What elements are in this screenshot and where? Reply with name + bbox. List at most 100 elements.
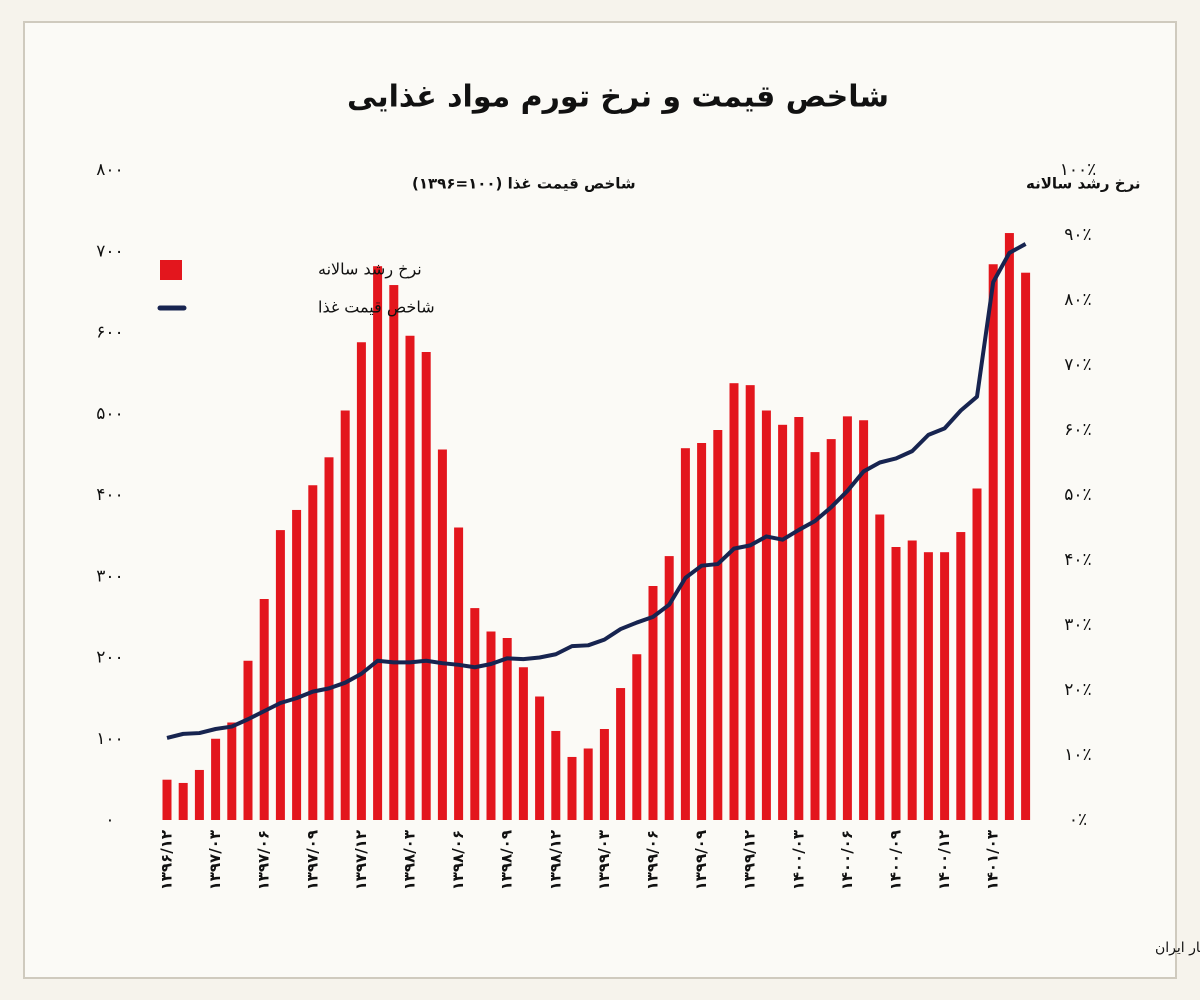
bar [502,638,512,820]
y2-tick-label: ۸۰٪ [1064,290,1091,310]
y-axis-title: شاخص قیمت غذا (۱۰۰=۱۳۹۶) [412,175,636,193]
x-tick-label: ۱۳۹۹/۰۹ [692,830,710,890]
y2-tick-label: ۹۰٪ [1064,225,1091,245]
bar [470,608,480,820]
bar [421,352,431,820]
bar [826,439,836,820]
bar [194,769,204,820]
y-tick-label: ۸۰۰ [96,160,123,180]
bar [972,488,982,820]
bar [761,410,771,820]
y-tick-label: ۰ [105,810,114,830]
line [166,242,1027,740]
x-tick-label: ۱۴۰۰/۰۳ [789,830,807,890]
x-tick-label: ۱۳۹۸/۰۳ [401,830,419,890]
bar [729,383,739,820]
bar [178,782,188,820]
bar [340,410,350,820]
bar [875,514,885,820]
bar [778,424,788,820]
y2-axis-title: نرخ رشد سالانه [1026,175,1141,193]
bar [518,667,528,820]
y-tick-label: ۵۰۰ [96,404,123,424]
bar [680,448,690,820]
x-tick-label: ۱۴۰۱/۰۳ [984,830,1002,890]
bar [211,738,221,820]
legend-label: شاخص قیمت غذا [318,298,435,318]
chart-title: شاخص قیمت و نرخ تورم مواد غذایی [347,80,889,115]
bar [405,335,415,820]
bar [664,556,674,820]
bar [891,547,901,820]
x-tick-label: ۱۳۹۸/۰۶ [449,830,467,890]
bar [243,660,253,820]
x-tick-label: ۱۳۹۷/۰۶ [255,830,273,890]
x-tick-label: ۱۳۹۹/۰۶ [644,830,662,890]
bar [988,264,998,820]
x-tick-label: ۱۳۹۷/۱۲ [352,830,370,890]
bar [373,266,383,820]
bar [713,430,723,820]
x-tick-label: ۱۳۹۹/۱۲ [741,830,759,890]
bar [389,285,399,820]
bar [940,552,950,820]
y2-tick-label: ۷۰٪ [1064,355,1091,375]
bar [745,385,755,820]
x-tick-label: ۱۳۹۶/۱۲ [158,830,176,890]
bar [551,730,561,820]
bar [454,527,464,820]
x-tick-label: ۱۳۹۷/۰۳ [206,830,224,890]
bar [324,457,334,820]
bar [308,485,318,820]
y2-tick-label: ۶۰٪ [1064,420,1091,440]
x-tick-label: ۱۳۹۷/۰۹ [303,830,321,890]
bar [859,420,869,820]
y2-tick-label: ۱۰٪ [1064,745,1091,765]
y2-tick-label: ۰٪ [1069,810,1087,830]
bar [632,654,642,820]
y2-tick-label: ۵۰٪ [1064,485,1091,505]
legend-label: نرخ رشد سالانه [318,260,422,280]
source-note: تحلیل و استنتاج: احسان سلطانی بر اساس دا… [1155,939,1200,956]
x-tick-label: ۱۴۰۰/۰۹ [887,830,905,890]
x-tick-label: ۱۳۹۹/۰۳ [595,830,613,890]
bar [292,509,302,820]
y2-tick-label: ۳۰٪ [1064,615,1091,635]
x-tick-label: ۱۴۰۰/۰۶ [838,830,856,890]
bar [535,696,545,820]
bar [648,586,658,820]
bar [1021,272,1031,820]
bar [697,443,707,820]
bar [616,688,626,820]
legend-swatch [160,260,182,280]
bar [356,342,366,820]
y-tick-label: ۴۰۰ [96,485,123,505]
bar [794,417,804,820]
y2-tick-label: ۲۰٪ [1064,680,1091,700]
y-tick-label: ۳۰۰ [96,566,123,586]
bar [227,722,237,820]
bar [842,416,852,820]
x-tick-label: ۱۳۹۸/۱۲ [546,830,564,890]
bar [275,530,285,820]
bar [810,452,820,820]
x-tick-label: ۱۴۰۰/۱۲ [935,830,953,890]
bar [437,449,447,820]
bar [162,779,172,820]
bar [599,729,609,820]
bar [1004,233,1014,821]
bar [956,532,966,820]
x-tick-label: ۱۳۹۸/۰۹ [498,830,516,890]
y2-tick-label: ۴۰٪ [1064,550,1091,570]
bar [583,748,593,820]
y2-tick-label: ۱۰۰٪ [1060,160,1097,180]
y-tick-label: ۱۰۰ [96,729,123,749]
y-tick-label: ۷۰۰ [96,241,123,261]
bar [567,756,577,820]
bar [907,540,917,820]
y-tick-label: ۲۰۰ [96,648,123,668]
bar [486,631,496,820]
bar [923,552,933,820]
